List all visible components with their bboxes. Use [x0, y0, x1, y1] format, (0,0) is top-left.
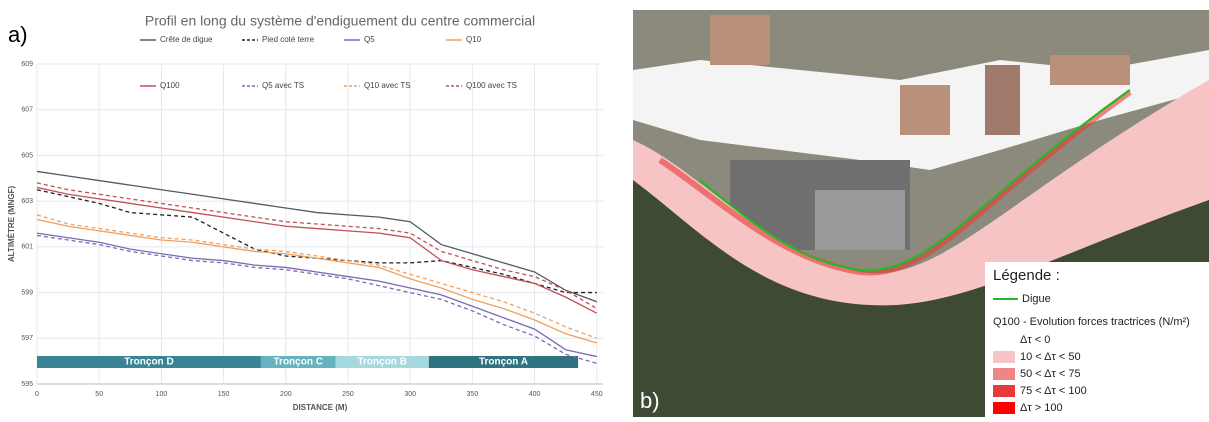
legend-label: Q100	[160, 81, 180, 90]
x-tick-label: 300	[404, 391, 416, 398]
series-line	[37, 190, 597, 293]
x-tick-label: 0	[35, 391, 39, 398]
legend-label: Δτ > 100	[1020, 402, 1063, 414]
legend-label: Q5 avec TS	[262, 81, 304, 90]
legend-swatch	[993, 334, 1015, 346]
legend-label: Q5	[364, 35, 375, 44]
figure: a) Profil en long du système d'endigueme…	[0, 0, 1209, 417]
section-label: Tronçon C	[274, 357, 323, 368]
section-label: Tronçon B	[357, 357, 406, 368]
series-line	[37, 171, 597, 301]
series-line	[37, 235, 597, 363]
legend-label: 75 < Δτ < 100	[1020, 385, 1087, 397]
legend-swatch	[993, 368, 1015, 380]
y-tick-label: 599	[21, 289, 33, 296]
y-tick-label: 603	[21, 198, 33, 205]
legend-swatch	[993, 402, 1015, 414]
legend-label: Digue	[1022, 293, 1051, 305]
legend-label: Pied coté terre	[262, 35, 315, 44]
legend-title: Légende :	[993, 267, 1060, 284]
legend-label: Q10	[466, 35, 482, 44]
series-line	[37, 219, 597, 342]
y-tick-label: 605	[21, 152, 33, 159]
legend-label: 50 < Δτ < 75	[1020, 368, 1081, 380]
series-line	[37, 215, 597, 338]
x-tick-label: 450	[591, 391, 603, 398]
legend-label: Q10 avec TS	[364, 81, 411, 90]
legend-label: Crête de digue	[160, 35, 213, 44]
x-tick-label: 50	[95, 391, 103, 398]
building	[815, 190, 905, 250]
map: b) Légende : Digue Q100 - Evolution forc…	[633, 10, 1209, 417]
x-tick-label: 250	[342, 391, 354, 398]
x-axis-label: DISTANCE (M)	[293, 403, 348, 412]
legend-label: 10 < Δτ < 50	[1020, 351, 1081, 363]
x-tick-label: 350	[467, 391, 479, 398]
y-tick-label: 595	[21, 381, 33, 388]
building	[1050, 55, 1130, 85]
legend-label: Δτ < 0	[1020, 334, 1050, 346]
y-axis-label: ALTIMÈTRE (MNGF)	[7, 186, 16, 263]
x-tick-label: 100	[156, 391, 168, 398]
legend-label: Q100 avec TS	[466, 81, 517, 90]
building	[985, 65, 1020, 135]
legend-swatch	[993, 385, 1015, 397]
legend-subtitle: Q100 - Evolution forces tractrices (N/m²…	[993, 316, 1190, 328]
section-label: Tronçon A	[479, 357, 528, 368]
chart: 595 597 599 601 603 605 607 609 0 50 100 150 200 250 3…	[21, 35, 603, 398]
x-tick-label: 400	[529, 391, 541, 398]
panel-label: b)	[640, 388, 660, 413]
x-tick-label: 200	[280, 391, 292, 398]
y-tick-label: 607	[21, 107, 33, 114]
map-legend	[985, 262, 1209, 417]
building	[710, 15, 770, 65]
legend-swatch	[993, 351, 1015, 363]
y-tick-label: 597	[21, 335, 33, 342]
y-tick-label: 609	[21, 61, 33, 68]
chart-title: Profil en long du système d'endiguement …	[145, 13, 535, 29]
section-label: Tronçon D	[124, 357, 173, 368]
panel-label: a)	[8, 22, 28, 47]
series-line	[37, 187, 597, 313]
y-tick-label: 601	[21, 244, 33, 251]
building	[900, 85, 950, 135]
x-tick-label: 150	[218, 391, 230, 398]
